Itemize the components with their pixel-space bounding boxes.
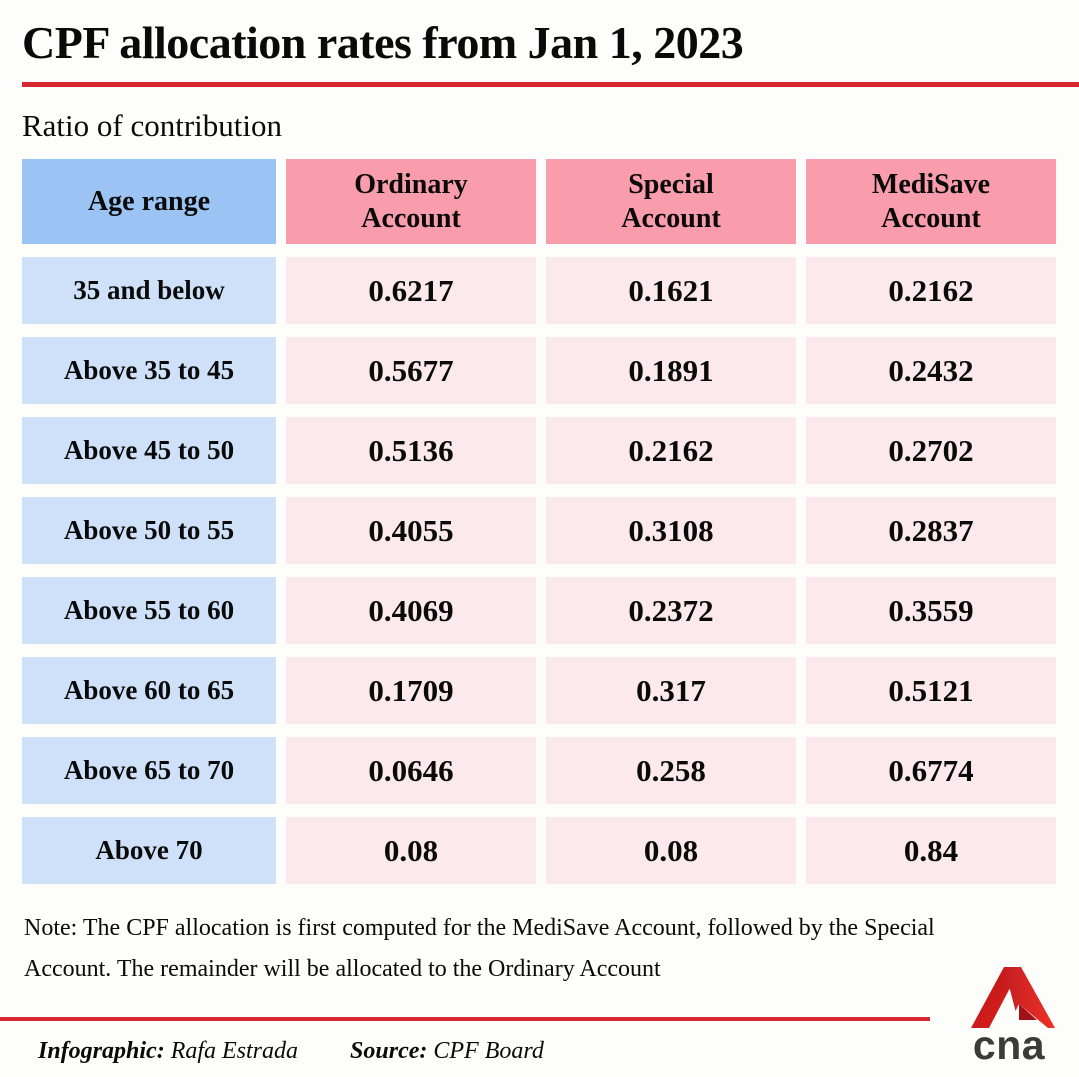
column-header-ordinary-account: Ordinary Account (286, 159, 536, 244)
source-value: CPF Board (433, 1037, 544, 1064)
source-label: Source: (350, 1037, 428, 1064)
medisave-account-value: 0.2432 (806, 337, 1056, 404)
infographic-label: Infographic: (38, 1037, 165, 1064)
column-header-label: Special Account (621, 169, 721, 234)
special-account-value: 0.258 (546, 737, 796, 804)
column-header-medisave-account: MediSave Account (806, 159, 1056, 244)
age-range-cell: Above 35 to 45 (22, 337, 276, 404)
ordinary-account-value: 0.5677 (286, 337, 536, 404)
ordinary-account-value: 0.08 (286, 817, 536, 884)
column-header-special-account: Special Account (546, 159, 796, 244)
age-range-cell: Above 70 (22, 817, 276, 884)
column-header-age-range: Age range (22, 159, 276, 244)
cna-logo-mark (971, 967, 1055, 1029)
infographic-author: Rafa Estrada (170, 1037, 299, 1064)
medisave-account-value: 0.2162 (806, 257, 1056, 324)
column-header-label: Age range (87, 185, 211, 217)
ordinary-account-value: 0.6217 (286, 257, 536, 324)
special-account-value: 0.3108 (546, 497, 796, 564)
medisave-account-value: 0.2702 (806, 417, 1056, 484)
ordinary-account-value: 0.0646 (286, 737, 536, 804)
age-range-cell: Above 45 to 50 (22, 417, 276, 484)
credits: Infographic: Rafa Estrada Source: CPF Bo… (38, 1038, 1079, 1065)
special-account-value: 0.2372 (546, 577, 796, 644)
ordinary-account-value: 0.4055 (286, 497, 536, 564)
note-text: Note: The CPF allocation is first comput… (24, 915, 935, 983)
column-header-label: Ordinary Account (354, 169, 468, 234)
footer-divider (0, 1016, 930, 1021)
column-header-label: MediSave Account (871, 169, 991, 234)
special-account-value: 0.1621 (546, 257, 796, 324)
special-account-value: 0.08 (546, 817, 796, 884)
medisave-account-value: 0.5121 (806, 657, 1056, 724)
cna-logo-text: cna (972, 1022, 1046, 1069)
age-range-cell: Above 65 to 70 (22, 737, 276, 804)
medisave-account-value: 0.2837 (806, 497, 1056, 564)
special-account-value: 0.1891 (546, 337, 796, 404)
age-range-cell: Above 55 to 60 (22, 577, 276, 644)
special-account-value: 0.2162 (546, 417, 796, 484)
age-range-cell: Above 60 to 65 (22, 657, 276, 724)
medisave-account-value: 0.84 (806, 817, 1056, 884)
age-range-cell: 35 and below (22, 257, 276, 324)
medisave-account-value: 0.6774 (806, 737, 1056, 804)
medisave-account-value: 0.3559 (806, 577, 1056, 644)
age-range-cell: Above 50 to 55 (22, 497, 276, 564)
page-title: CPF allocation rates from Jan 1, 2023 (22, 17, 744, 68)
subtitle: Ratio of contribution (22, 108, 283, 143)
allocation-table: Age range Ordinary Account Special Accou… (22, 159, 1056, 884)
title-divider (22, 82, 1079, 87)
ordinary-account-value: 0.4069 (286, 577, 536, 644)
cna-logo: cna (957, 966, 1061, 1069)
ordinary-account-value: 0.5136 (286, 417, 536, 484)
ordinary-account-value: 0.1709 (286, 657, 536, 724)
special-account-value: 0.317 (546, 657, 796, 724)
